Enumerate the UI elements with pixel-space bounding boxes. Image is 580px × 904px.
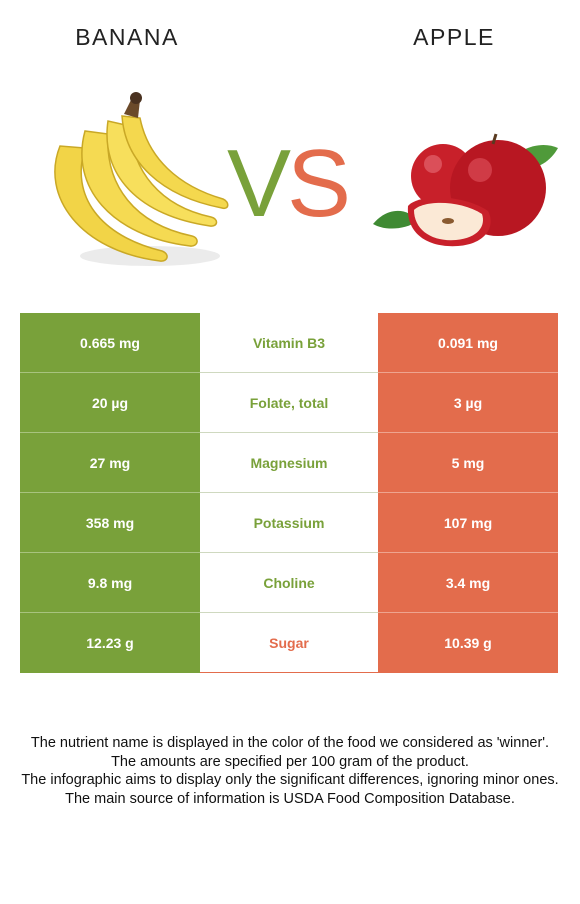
vs-s-letter: S — [287, 130, 351, 237]
table-row: 0.665 mg Vitamin B3 0.091 mg — [20, 313, 558, 373]
table-row: 358 mg Potassium 107 mg — [20, 493, 558, 553]
comparison-table: 0.665 mg Vitamin B3 0.091 mg 20 µg Folate, t… — [20, 313, 558, 673]
left-value-cell: 20 µg — [20, 373, 200, 433]
right-value-cell: 5 mg — [378, 433, 558, 493]
table-row: 27 mg Magnesium 5 mg — [20, 433, 558, 493]
nutrient-name-cell: Folate, total — [200, 373, 378, 433]
footnote-line: The infographic aims to display only the… — [21, 772, 559, 788]
left-value-cell: 27 mg — [20, 433, 200, 493]
left-value-cell: 358 mg — [20, 493, 200, 553]
footnote-line: The main source of information is USDA F… — [65, 790, 515, 807]
footnote-line: The amounts are specified per 100 gram o… — [111, 753, 469, 770]
nutrient-name-cell: Magnesium — [200, 433, 378, 493]
right-value-cell: 0.091 mg — [378, 313, 558, 373]
left-value-cell: 12.23 g — [20, 613, 200, 673]
right-value-cell: 107 mg — [378, 493, 558, 553]
nutrient-name-cell: Vitamin B3 — [200, 313, 378, 373]
nutrient-name-cell: Sugar — [200, 613, 378, 673]
apple-image — [373, 133, 558, 247]
table-row: 20 µg Folate, total 3 µg — [20, 373, 558, 433]
vs-v-letter: V — [226, 130, 291, 237]
right-food-title: APPLE — [413, 24, 495, 50]
right-value-cell: 3 µg — [378, 373, 558, 433]
nutrient-name-cell: Potassium — [200, 493, 378, 553]
right-value-cell: 3.4 mg — [378, 553, 558, 613]
banana-image — [54, 92, 229, 266]
table-row: 9.8 mg Choline 3.4 mg — [20, 553, 558, 613]
footnote: The nutrient name is displayed in the co… — [20, 734, 560, 808]
left-value-cell: 0.665 mg — [20, 313, 200, 373]
right-value-cell: 10.39 g — [378, 613, 558, 673]
left-food-title: BANANA — [75, 24, 179, 50]
table-row: 12.23 g Sugar 10.39 g — [20, 613, 558, 673]
footnote-line: The nutrient name is displayed in the co… — [30, 735, 550, 751]
vs-label: VS — [222, 134, 352, 234]
left-value-cell: 9.8 mg — [20, 553, 200, 613]
nutrient-name-cell: Choline — [200, 553, 378, 613]
